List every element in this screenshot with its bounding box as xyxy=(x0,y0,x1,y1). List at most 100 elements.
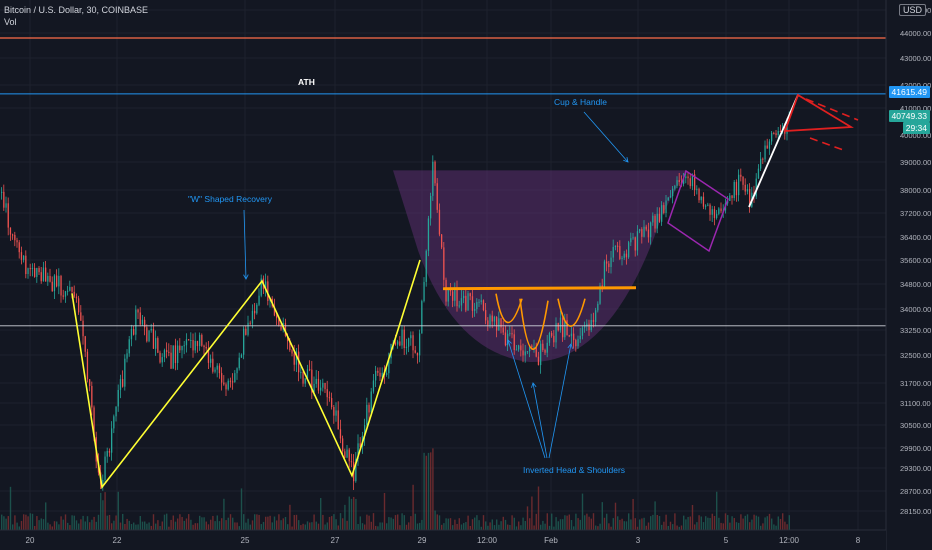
candle-body xyxy=(658,213,661,222)
w-recovery-label: "W" Shaped Recovery xyxy=(188,194,273,204)
candle-body xyxy=(764,145,766,160)
volume-bar xyxy=(306,521,309,530)
candle-body xyxy=(696,188,698,190)
volume-bar xyxy=(731,516,733,530)
candle-body xyxy=(520,345,522,351)
candle-body xyxy=(694,174,696,190)
volume-bar xyxy=(284,516,287,530)
volume-indicator-label[interactable]: Vol xyxy=(4,17,17,27)
candle-body xyxy=(322,382,324,388)
candle-body xyxy=(634,237,636,251)
volume-bar xyxy=(647,522,650,530)
symbol-title[interactable]: Bitcoin / U.S. Dollar, 30, COINBASE xyxy=(4,5,149,15)
volume-bar xyxy=(597,526,599,530)
volume-bar xyxy=(394,515,397,530)
candle-body xyxy=(485,310,487,321)
candle-body xyxy=(203,345,205,348)
candle-body xyxy=(746,189,749,192)
candle-body xyxy=(476,302,478,310)
volume-bar xyxy=(768,513,771,530)
volume-bar xyxy=(485,521,487,530)
volume-bar xyxy=(405,524,408,530)
volume-bar xyxy=(577,518,579,530)
volume-bar xyxy=(75,520,78,530)
volume-bar xyxy=(463,523,465,530)
candle-body xyxy=(766,145,768,149)
candle-body xyxy=(170,352,172,369)
volume-bar xyxy=(533,525,535,530)
volume-bar xyxy=(159,526,161,530)
candle-body xyxy=(540,343,542,366)
candle-body xyxy=(304,378,306,384)
volume-bar xyxy=(377,526,379,530)
candle-body xyxy=(777,130,779,136)
candle-body xyxy=(359,443,361,447)
candle-body xyxy=(106,450,108,457)
volume-bar xyxy=(69,525,71,530)
candle-body xyxy=(555,323,557,343)
candle-body xyxy=(430,195,432,219)
candle-body xyxy=(643,226,645,237)
time-axis[interactable]: 20 22 25 27 29 12:00 Feb 3 5 12:00 8 xyxy=(0,529,886,550)
candle-body xyxy=(300,372,302,374)
volume-bar xyxy=(359,516,361,530)
candle-body xyxy=(445,279,447,302)
volume-bar xyxy=(188,514,190,530)
candle-body xyxy=(36,268,38,277)
volume-bar xyxy=(126,518,128,530)
candle-body xyxy=(762,158,764,160)
volume-bar xyxy=(361,523,364,530)
volume-bar xyxy=(568,514,570,530)
volume-bar xyxy=(419,522,421,530)
volume-bar xyxy=(108,514,111,530)
candle-body xyxy=(355,458,357,482)
candle-body xyxy=(403,329,405,349)
candle-body xyxy=(702,196,705,207)
volume-bar xyxy=(733,518,735,530)
volume-bar xyxy=(779,518,782,530)
candle-body xyxy=(386,373,388,375)
price-tick-label: 29300.00 xyxy=(900,464,931,473)
candle-body xyxy=(40,272,42,282)
volume-bar xyxy=(62,519,64,530)
volume-bar xyxy=(491,519,493,530)
candle-body xyxy=(469,293,471,297)
time-tick-label: 12:00 xyxy=(779,536,800,545)
candle-body xyxy=(326,389,328,398)
volume-bar xyxy=(434,510,436,530)
volume-bar xyxy=(454,519,456,530)
candle-body xyxy=(394,342,397,345)
volume-bar xyxy=(111,523,113,530)
volume-bar xyxy=(214,521,216,530)
candle-body xyxy=(652,215,654,223)
volume-bar xyxy=(247,518,249,530)
volume-bar xyxy=(157,520,159,530)
volume-bar xyxy=(460,524,463,530)
volume-bar xyxy=(562,519,564,530)
volume-bar xyxy=(612,518,614,530)
candle-body xyxy=(496,316,498,331)
candle-body xyxy=(16,240,18,243)
inverted-head-shoulders-label: Inverted Head & Shoulders xyxy=(523,465,625,475)
candle-body xyxy=(199,334,201,347)
candle-body xyxy=(126,353,128,359)
currency-badge[interactable]: USD xyxy=(898,4,926,16)
candle-body xyxy=(412,335,414,351)
candle-body xyxy=(159,352,161,363)
volume-bar xyxy=(595,525,597,530)
price-axis[interactable]: 45000.0044000.0043000.0042000.0041000.00… xyxy=(885,0,932,550)
volume-bar xyxy=(163,514,166,530)
candle-body xyxy=(513,334,515,351)
candle-body xyxy=(82,320,84,337)
volume-bar xyxy=(148,522,150,530)
candle-body xyxy=(221,373,223,383)
candle-body xyxy=(56,275,58,287)
candle-body xyxy=(432,161,434,196)
volume-bar xyxy=(203,517,205,530)
candle-body xyxy=(20,252,23,260)
volume-bar xyxy=(245,522,247,530)
candle-body xyxy=(443,247,445,280)
volume-bar xyxy=(251,520,254,530)
candle-body xyxy=(278,318,280,326)
